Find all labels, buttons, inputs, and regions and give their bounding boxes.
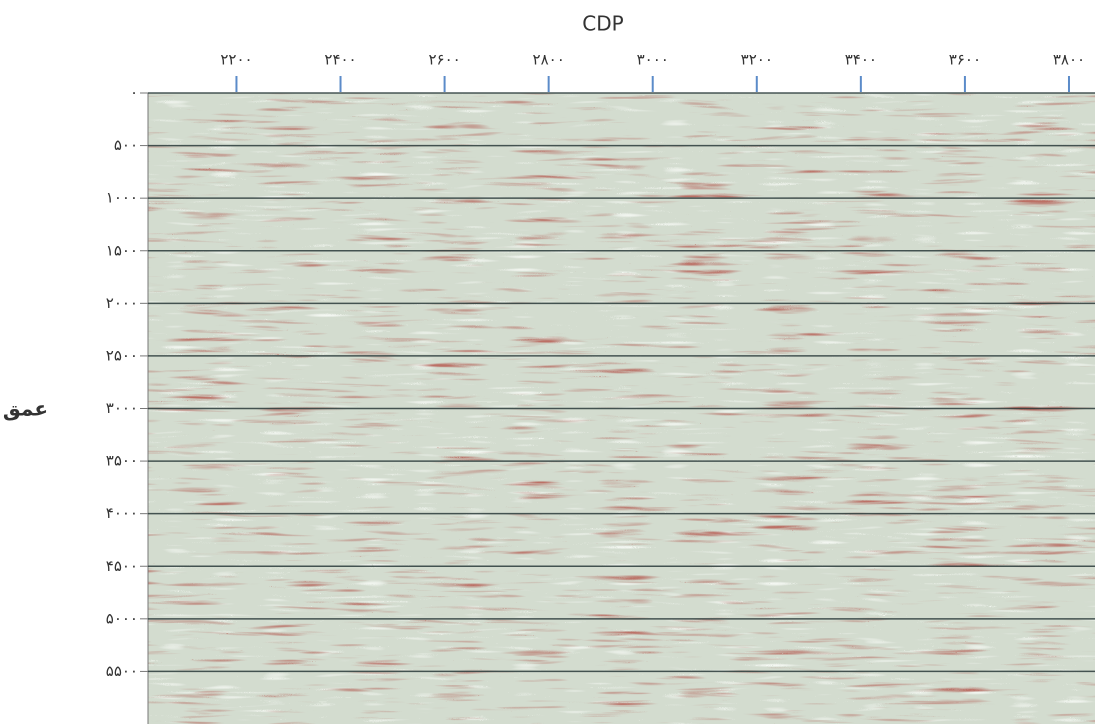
x-tick-label: ۲۶۰۰ [428,51,460,69]
x-tick-label: ۳۴۰۰ [845,51,877,69]
y-tick-label: ۵۰۰۰ [106,609,138,627]
y-tick-label: ۴۵۰۰ [106,557,138,575]
y-axis-label: عمق [3,397,48,421]
x-tick-label: ۳۰۰۰ [637,51,669,69]
x-tick-label: ۳۶۰۰ [949,51,981,69]
y-tick-label: ۲۵۰۰ [106,346,138,364]
y-tick-label: ۱۵۰۰ [106,241,138,259]
y-tick-label: ۲۰۰۰ [106,294,138,312]
x-tick-label: ۲۸۰۰ [533,51,565,69]
x-tick-label: ۳۲۰۰ [741,51,773,69]
x-tick-label: ۲۲۰۰ [220,51,252,69]
y-tick-label: ۵۵۰۰ [106,662,138,680]
y-tick-label: ۰ [130,84,138,102]
y-tick-label: ۱۰۰۰ [106,189,138,207]
y-tick-label: ۵۰۰ [114,136,138,154]
y-tick-label: ۴۰۰۰ [106,504,138,522]
x-tick-label: ۲۴۰۰ [324,51,356,69]
chart-title: CDP [582,12,623,36]
y-tick-label: ۳۵۰۰ [106,452,138,470]
y-tick-label: ۳۰۰۰ [106,399,138,417]
x-tick-label: ۳۸۰۰ [1053,51,1085,69]
